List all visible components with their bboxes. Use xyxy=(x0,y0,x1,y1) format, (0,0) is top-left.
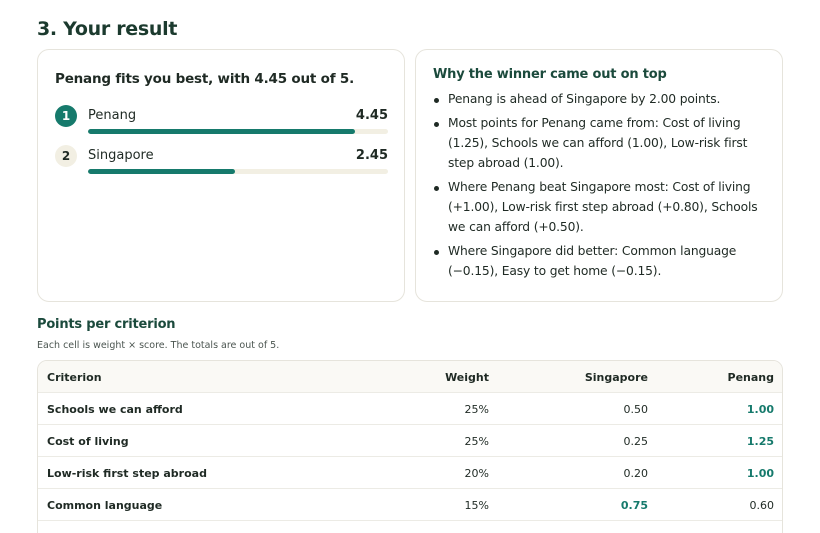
table-row: Low-risk first step abroad 20% 0.20 1.00 xyxy=(38,457,782,489)
table-row: Common language 15% 0.75 0.60 xyxy=(38,489,782,521)
header-weight: Weight xyxy=(445,370,489,384)
score-bar-track xyxy=(88,169,388,174)
score-bar-fill xyxy=(88,129,355,134)
rank-badge: 2 xyxy=(55,145,77,167)
weight-cell: 25% xyxy=(464,434,489,448)
why-title: Why the winner came out on top xyxy=(433,67,667,82)
singapore-cell: 0.75 xyxy=(620,498,648,512)
points-note: Each cell is weight × score. The totals … xyxy=(37,340,280,351)
penang-cell: 1.25 xyxy=(746,434,774,448)
points-title: Points per criterion xyxy=(37,317,176,332)
criterion-cell: Common language xyxy=(47,498,163,512)
why-bullet: Where Penang beat Singapore most: Cost o… xyxy=(433,178,773,237)
criterion-cell: Schools we can afford xyxy=(47,402,183,416)
rank-score: 4.45 xyxy=(355,108,388,123)
why-list: Penang is ahead of Singapore by 2.00 poi… xyxy=(433,90,773,286)
rank-name: Singapore xyxy=(88,148,154,163)
result-summary: Penang fits you best, with 4.45 out of 5… xyxy=(55,71,355,87)
why-card: Why the winner came out on top Penang is… xyxy=(415,49,783,302)
weight-cell: 15% xyxy=(464,498,489,512)
section-title: 3. Your result xyxy=(37,18,178,40)
penang-cell: 1.00 xyxy=(746,466,774,480)
penang-cell: 0.60 xyxy=(749,498,775,512)
rank-name: Penang xyxy=(88,108,137,123)
header-criterion: Criterion xyxy=(47,370,102,384)
ranking-row: 2 Singapore 2.45 xyxy=(55,145,388,181)
singapore-cell: 0.50 xyxy=(623,402,649,416)
criterion-cell: Low-risk first step abroad xyxy=(47,466,207,480)
criterion-cell: Cost of living xyxy=(47,434,129,448)
why-bullet: Penang is ahead of Singapore by 2.00 poi… xyxy=(433,90,773,110)
score-bar-track xyxy=(88,129,388,134)
rank-badge: 1 xyxy=(55,105,77,127)
points-table[interactable]: Criterion Weight Singapore Penang School… xyxy=(37,360,783,533)
why-bullet: Where Singapore did better: Common langu… xyxy=(433,242,773,282)
singapore-cell: 0.25 xyxy=(623,434,649,448)
score-bar-fill xyxy=(88,169,235,174)
header-penang: Penang xyxy=(727,370,774,384)
ranking-row: 1 Penang 4.45 xyxy=(55,105,388,141)
weight-cell: 25% xyxy=(464,402,489,416)
singapore-cell: 0.20 xyxy=(623,466,649,480)
penang-cell: 1.00 xyxy=(746,402,774,416)
rank-score: 2.45 xyxy=(355,148,388,163)
header-singapore: Singapore xyxy=(584,370,648,384)
table-row: Cost of living 25% 0.25 1.25 xyxy=(38,425,782,457)
weight-cell: 20% xyxy=(464,466,489,480)
result-card: Penang fits you best, with 4.45 out of 5… xyxy=(37,49,405,302)
table-header-row: Criterion Weight Singapore Penang xyxy=(38,361,782,393)
table-row: Schools we can afford 25% 0.50 1.00 xyxy=(38,393,782,425)
why-bullet: Most points for Penang came from: Cost o… xyxy=(433,114,773,173)
